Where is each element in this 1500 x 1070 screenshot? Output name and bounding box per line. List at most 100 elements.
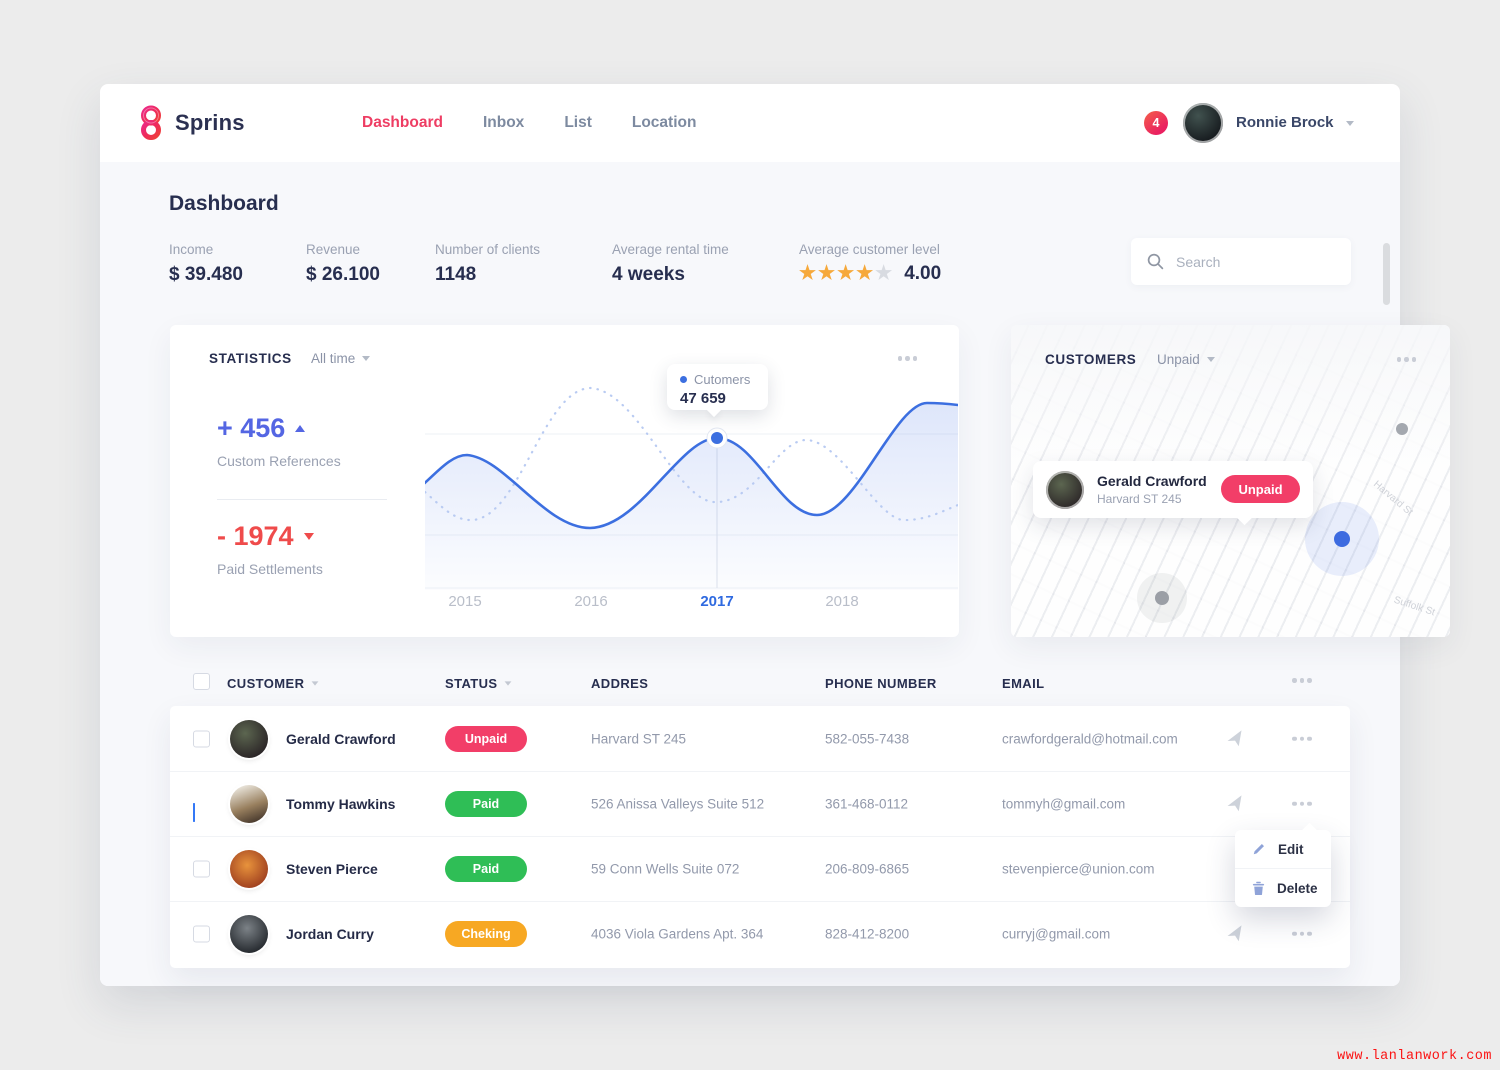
brand-name: Sprins	[175, 110, 245, 135]
kpi-income-value: $ 39.480	[169, 264, 243, 285]
row-checkbox[interactable]	[193, 860, 210, 877]
map-pin-gray[interactable]	[1155, 591, 1169, 605]
status-badge[interactable]: Cheking	[445, 920, 527, 947]
row-avatar	[230, 849, 268, 888]
statistics-more-icon[interactable]	[897, 356, 917, 361]
kpi-rental-time-label: Average rental time	[612, 242, 729, 257]
nav-list[interactable]: List	[564, 114, 592, 131]
metric-down-label: Paid Settlements	[217, 561, 323, 577]
metric-paid-settlements: - 1974 Paid Settlements	[217, 521, 323, 577]
statistics-title: STATISTICS	[209, 351, 292, 366]
row-checkbox[interactable]	[193, 925, 210, 942]
table-row[interactable]: Jordan Curry Cheking 4036 Viola Gardens …	[170, 901, 1350, 966]
kpi-revenue: Revenue $ 26.100	[306, 242, 380, 286]
sort-chevron-icon	[505, 681, 512, 686]
send-icon[interactable]	[1226, 729, 1244, 748]
table-row[interactable]: Gerald Crawford Unpaid Harvard ST 245 58…	[170, 706, 1350, 772]
row-more-icon[interactable]	[1292, 801, 1312, 806]
column-address[interactable]: ADDRES	[591, 676, 648, 691]
search-icon	[1147, 253, 1164, 270]
customer-pin-card[interactable]: Gerald Crawford Harvard ST 245 Unpaid	[1033, 461, 1313, 518]
x-label-2015[interactable]: 2015	[448, 593, 482, 610]
kpi-rental-time: Average rental time 4 weeks	[612, 242, 729, 286]
user-menu-chevron-down-icon[interactable]	[1346, 121, 1354, 126]
nav-inbox[interactable]: Inbox	[482, 114, 525, 131]
x-label-2016[interactable]: 2016	[574, 593, 608, 610]
column-status[interactable]: STATUS	[445, 676, 512, 691]
row-avatar	[230, 784, 268, 823]
column-email[interactable]: EMAIL	[1002, 676, 1044, 691]
brand-logo[interactable]: Sprins	[138, 84, 245, 162]
search-box	[1131, 238, 1351, 285]
scrollbar-thumb[interactable]	[1383, 243, 1390, 305]
street-label: Suffolk St	[1392, 594, 1437, 619]
arrow-down-icon	[303, 533, 314, 540]
row-more-icon[interactable]	[1292, 736, 1312, 741]
status-badge[interactable]: Unpaid	[445, 725, 527, 752]
row-checkbox[interactable]	[193, 730, 210, 747]
chart-area-fill	[425, 403, 958, 590]
user-name[interactable]: Ronnie Brock	[1236, 114, 1334, 131]
map-pin-blue[interactable]	[1334, 531, 1350, 547]
row-phone: 582-055-7438	[825, 731, 910, 746]
chart-marker-point	[711, 432, 723, 444]
arrow-up-icon	[295, 425, 306, 432]
table-row[interactable]: Tommy Hawkins Paid 526 Anissa Valleys Su…	[170, 771, 1350, 837]
status-badge[interactable]: Paid	[445, 855, 527, 882]
kpi-revenue-label: Revenue	[306, 242, 361, 257]
nav-location[interactable]: Location	[631, 114, 697, 131]
x-label-2018[interactable]: 2018	[825, 593, 859, 610]
trash-icon	[1252, 881, 1265, 895]
context-menu-delete[interactable]: Delete	[1235, 869, 1331, 907]
kpi-customer-level-value: 4.00	[904, 263, 942, 284]
top-navbar: Sprins Dashboard Inbox List Location 4 R…	[100, 84, 1400, 163]
row-address: 526 Anissa Valleys Suite 512	[591, 796, 765, 811]
header-right: 4 Ronnie Brock	[1130, 84, 1400, 162]
kpi-clients: Number of clients 1148	[435, 242, 540, 286]
send-icon[interactable]	[1226, 924, 1244, 943]
customers-more-icon[interactable]	[1396, 357, 1416, 362]
table-row[interactable]: Steven Pierce Paid 59 Conn Wells Suite 0…	[170, 836, 1350, 902]
row-phone: 828-412-8200	[825, 926, 910, 941]
status-badge[interactable]: Paid	[445, 790, 527, 817]
kpi-income: Income $ 39.480	[169, 242, 243, 286]
statistics-filter-dropdown[interactable]: All time	[311, 351, 371, 366]
map-pin-gray[interactable]	[1396, 423, 1408, 435]
customer-status-badge[interactable]: Unpaid	[1221, 475, 1300, 503]
column-customer[interactable]: CUSTOMER	[227, 676, 319, 691]
dashboard-content: Dashboard Income $ 39.480 Revenue $ 26.1…	[100, 162, 1450, 986]
nav-dashboard[interactable]: Dashboard	[362, 114, 443, 131]
row-email: tommyh@gmail.com	[1002, 796, 1126, 811]
row-checkbox[interactable]	[193, 802, 195, 822]
send-icon[interactable]	[1226, 794, 1244, 813]
customers-filter-dropdown[interactable]: Unpaid	[1157, 352, 1215, 367]
x-label-2017[interactable]: 2017	[700, 593, 734, 610]
metric-down-value: - 1974	[217, 521, 294, 551]
kpi-customer-level-rating: ★★★★★ 4.00	[799, 264, 941, 283]
street-label: Harvard St	[1371, 478, 1415, 519]
column-phone[interactable]: PHONE NUMBER	[825, 676, 937, 691]
main-nav: Dashboard Inbox List Location	[362, 84, 696, 162]
table-more-icon[interactable]	[1292, 678, 1312, 683]
statistics-filter-value: All time	[311, 351, 356, 366]
chart-x-axis: 2015 2016 2017 2018	[425, 593, 958, 613]
customers-title: CUSTOMERS	[1045, 352, 1137, 367]
column-address-label: ADDRES	[591, 676, 649, 691]
context-menu-edit[interactable]: Edit	[1235, 830, 1331, 868]
kpi-clients-value: 1148	[435, 264, 477, 285]
row-address: Harvard ST 245	[591, 731, 687, 746]
search-input[interactable]	[1174, 252, 1328, 271]
user-avatar[interactable]	[1183, 103, 1223, 143]
page-title: Dashboard	[169, 192, 279, 215]
row-customer-name: Steven Pierce	[286, 860, 378, 877]
kpi-income-label: Income	[169, 242, 214, 257]
pencil-icon	[1253, 844, 1264, 855]
select-all-checkbox[interactable]	[193, 673, 210, 690]
column-phone-label: PHONE NUMBER	[825, 676, 937, 691]
statistics-line-chart[interactable]	[425, 380, 958, 590]
notification-badge[interactable]: 4	[1144, 111, 1168, 135]
kpi-customer-level: Average customer level ★★★★★ 4.00	[799, 242, 941, 283]
customer-name: Gerald Crawford	[1097, 473, 1207, 489]
row-more-icon[interactable]	[1292, 931, 1312, 936]
kpi-clients-label: Number of clients	[435, 242, 541, 257]
